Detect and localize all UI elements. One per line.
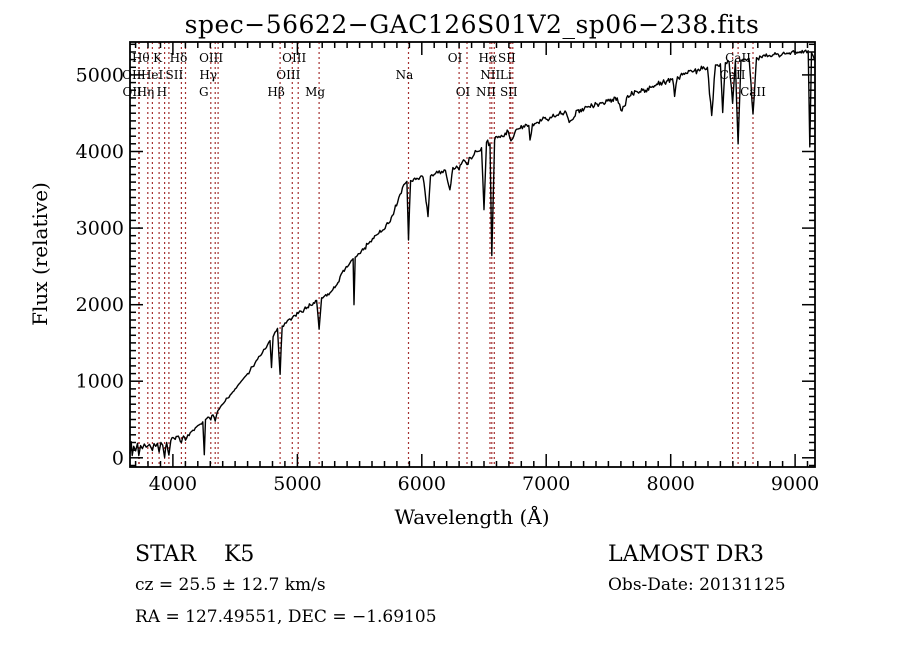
line-label-OII: OII [122,68,142,82]
spectrum-curve-group [129,49,816,459]
x-tick-label: 7000 [522,473,570,495]
plot-title: spec−56622−GAC126S01V2_sp06−238.fits [185,10,760,39]
line-label-Hθ: Hθ [132,51,150,65]
radec-annotation: RA = 127.49551, DEC = −1.69105 [135,607,437,627]
line-label-HeI: HeI [141,68,164,82]
x-axis-title: Wavelength (Å) [394,504,549,529]
y-tick-label: 3000 [76,218,124,240]
line-label-NII: NII [476,85,496,99]
line-label-OI: OI [448,51,463,65]
x-tick-label: 5000 [273,473,321,495]
line-label-Hγ: Hγ [199,68,217,82]
line-label-K: K [153,51,163,65]
line-label-CaII: CaII [725,51,751,65]
y-tick-label: 0 [112,447,124,469]
line-label-Hα: Hα [479,51,498,65]
x-tick-label: 9000 [771,473,819,495]
obsdate-annotation: Obs-Date: 20131125 [608,575,786,595]
plot-box [129,41,816,468]
y-tick-label: 1000 [76,371,124,393]
line-label-Hδ: Hδ [170,51,188,65]
line-label-OII: OII [123,85,143,99]
line-label-G: G [199,85,209,99]
y-tick-label: 4000 [76,141,124,163]
line-label-OIII: OIII [199,51,223,65]
axis-ticks [130,42,815,467]
line-label-Mg: Mg [305,85,325,99]
spectral-marker-lines [138,42,754,467]
x-tick-label: 6000 [398,473,446,495]
line-label-SII: SII [500,85,518,99]
y-tick-label: 2000 [76,294,124,316]
line-label-CaII: CaII [740,85,766,99]
line-label-OI: OI [456,85,471,99]
axis-tick-labels: 4000 5000 6000 7000 8000 9000 0 1000 2000 3000 400… [76,64,820,495]
line-label-SII: SII [498,51,516,65]
x-tick-label: 4000 [149,473,197,495]
line-label-OIII: OIII [282,51,306,65]
y-axis-title: Flux (relative) [28,182,52,326]
cz-annotation: cz = 25.5 ± 12.7 km/s [135,575,326,595]
line-label-OIII: OIII [276,68,300,82]
line-label-Hβ: Hβ [267,85,284,99]
line-label-CaII: CaII [720,68,746,82]
line-label-NII: NII [480,68,500,82]
survey-label: LAMOST DR3 [608,542,764,567]
line-label-Hη: Hη [137,85,155,99]
line-label-SII: SII [166,68,184,82]
subclass-label: K5 [224,542,254,567]
line-label-Li: Li [500,68,512,82]
line-label-H: H [157,85,167,99]
x-tick-label: 8000 [647,473,695,495]
y-tick-label: 5000 [76,64,124,86]
line-label-Na: Na [396,68,414,82]
class-label: STAR [135,542,197,567]
spectrum-curve [129,49,816,459]
